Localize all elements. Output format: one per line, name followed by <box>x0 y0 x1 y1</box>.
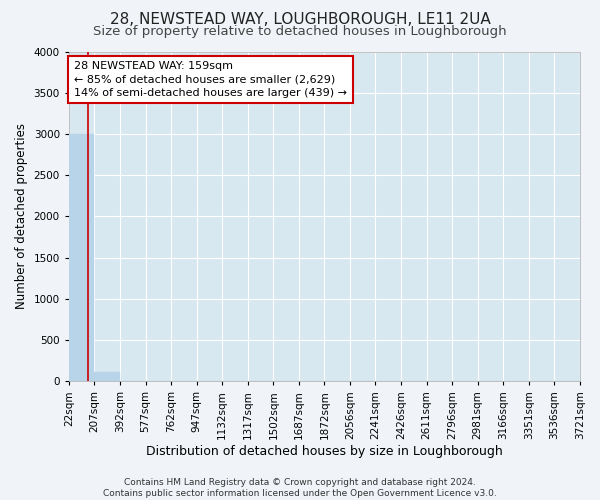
Text: Contains HM Land Registry data © Crown copyright and database right 2024.
Contai: Contains HM Land Registry data © Crown c… <box>103 478 497 498</box>
Text: Size of property relative to detached houses in Loughborough: Size of property relative to detached ho… <box>93 25 507 38</box>
Bar <box>94 372 120 381</box>
X-axis label: Distribution of detached houses by size in Loughborough: Distribution of detached houses by size … <box>146 444 503 458</box>
Text: 28, NEWSTEAD WAY, LOUGHBOROUGH, LE11 2UA: 28, NEWSTEAD WAY, LOUGHBOROUGH, LE11 2UA <box>110 12 490 28</box>
Bar <box>69 134 94 381</box>
Text: 28 NEWSTEAD WAY: 159sqm
← 85% of detached houses are smaller (2,629)
14% of semi: 28 NEWSTEAD WAY: 159sqm ← 85% of detache… <box>74 62 347 98</box>
Y-axis label: Number of detached properties: Number of detached properties <box>15 124 28 310</box>
